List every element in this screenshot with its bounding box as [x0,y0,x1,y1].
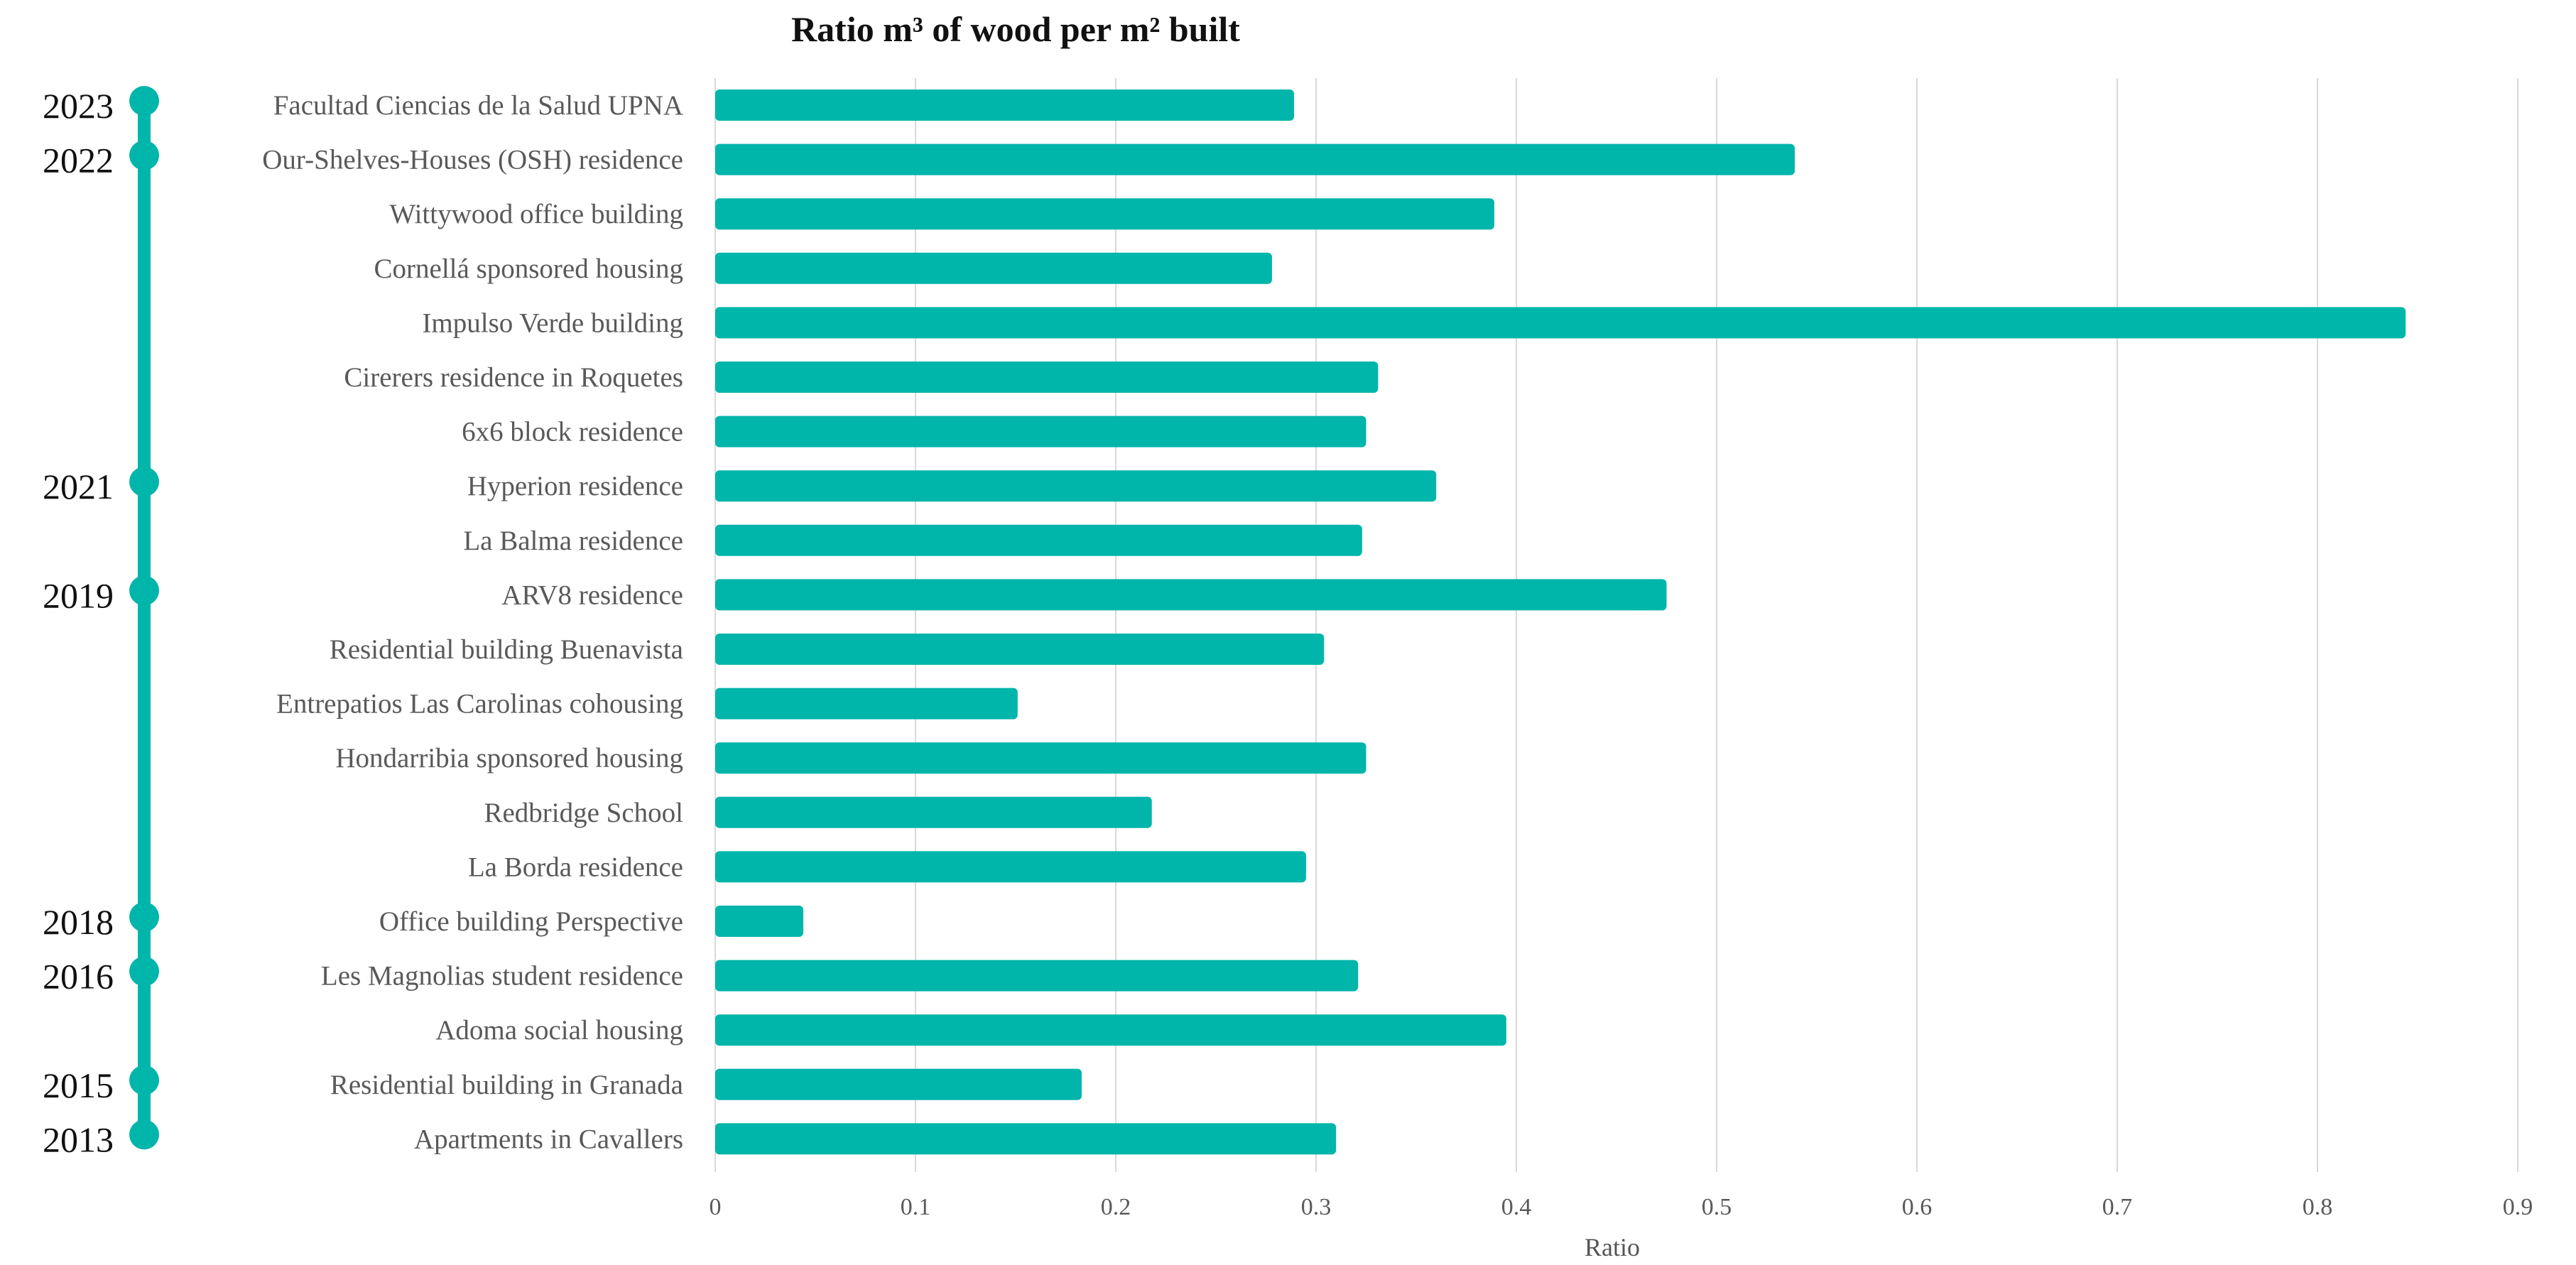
bar-11 [715,688,1018,720]
category-label-5: Cirerers residence in Roquetes [344,362,683,393]
x-tick-label-3: 0.3 [1301,1194,1332,1220]
category-label-4: Impulso Verde building [422,308,683,338]
bar-0 [715,89,1294,121]
category-label-14: La Borda residence [468,852,683,882]
bar-19 [715,1123,1337,1155]
bar-15 [715,906,804,937]
bar-8 [715,524,1362,556]
grid-layer [714,78,2518,1172]
timeline-marker-2022 [129,140,159,170]
timeline-marker-2018 [129,902,159,932]
x-tick-label-9: 0.9 [2503,1194,2533,1220]
timeline-marker-2021 [129,467,159,497]
category-label-11: Entrepatios Las Carolinas cohousing [276,689,683,720]
timeline-marker-2016 [129,956,159,987]
category-labels: Facultad Ciencias de la Salud UPNA Our-Sh… [262,90,683,1154]
x-axis-label: Ratio [1585,1233,1640,1261]
timeline-year-2013: 2013 [43,1119,114,1159]
timeline: 2023 2022 2021 2019 2018 2016 2015 2013 [43,86,159,1159]
category-label-17: Adoma social housing [435,1015,683,1046]
category-label-19: Apartments in Cavallers [414,1124,683,1154]
bar-layer [715,89,2406,1155]
bar-5 [715,362,1379,393]
timeline-marker-2013 [129,1119,159,1150]
x-tick-label-4: 0.4 [1501,1194,1532,1220]
timeline-year-2022: 2022 [43,141,114,180]
category-label-2: Wittywood office building [389,199,683,229]
x-axis-ticks: 0 0.1 0.2 0.3 0.4 0.5 0.6 0.7 0.8 0.9 [710,1194,2533,1220]
bar-14 [715,851,1306,883]
bar-1 [715,143,1795,175]
bar-9 [715,579,1667,611]
category-label-8: La Balma residence [463,526,683,556]
x-tick-label-7: 0.7 [2102,1194,2133,1220]
bar-13 [715,796,1152,828]
timeline-year-2023: 2023 [43,86,114,126]
category-label-3: Cornellá sponsored housing [374,254,683,284]
bar-10 [715,634,1325,665]
timeline-year-2021: 2021 [43,467,114,506]
bar-4 [715,307,2406,339]
category-label-15: Office building Perspective [379,906,683,937]
bar-6 [715,416,1366,447]
category-label-18: Residential building in Granada [330,1070,683,1100]
timeline-year-2019: 2019 [43,575,114,615]
timeline-year-2018: 2018 [43,902,114,942]
x-tick-label-2: 0.2 [1101,1194,1131,1220]
x-tick-label-5: 0.5 [1702,1194,1732,1220]
timeline-marker-2015 [129,1065,159,1095]
timeline-marker-2019 [129,575,159,606]
category-label-7: Hyperion residence [467,471,683,501]
category-label-10: Residential building Buenavista [330,634,683,665]
category-label-12: Hondarribia sponsored housing [335,743,683,773]
timeline-year-2015: 2015 [43,1065,114,1105]
x-tick-label-8: 0.8 [2303,1194,2333,1220]
category-label-13: Redbridge School [484,798,683,828]
x-tick-label-6: 0.6 [1902,1194,1933,1220]
category-label-1: Our-Shelves-Houses (OSH) residence [262,145,683,175]
bar-2 [715,198,1494,230]
bar-3 [715,252,1272,284]
category-label-9: ARV8 residence [501,580,683,610]
timeline-marker-2023 [129,86,159,116]
x-tick-label-1: 0.1 [901,1194,931,1220]
x-tick-label-0: 0 [710,1194,722,1220]
bar-17 [715,1014,1506,1046]
category-label-6: 6x6 block residence [462,417,683,447]
timeline-year-2016: 2016 [43,957,114,997]
bar-12 [715,742,1366,774]
bar-7 [715,470,1437,502]
bar-18 [715,1068,1082,1100]
category-label-16: Les Magnolias student residence [321,961,683,992]
category-label-0: Facultad Ciencias de la Salud UPNA [273,90,683,121]
bar-16 [715,960,1359,992]
chart-title: Ratio m³ of wood per m² built [791,9,1240,49]
